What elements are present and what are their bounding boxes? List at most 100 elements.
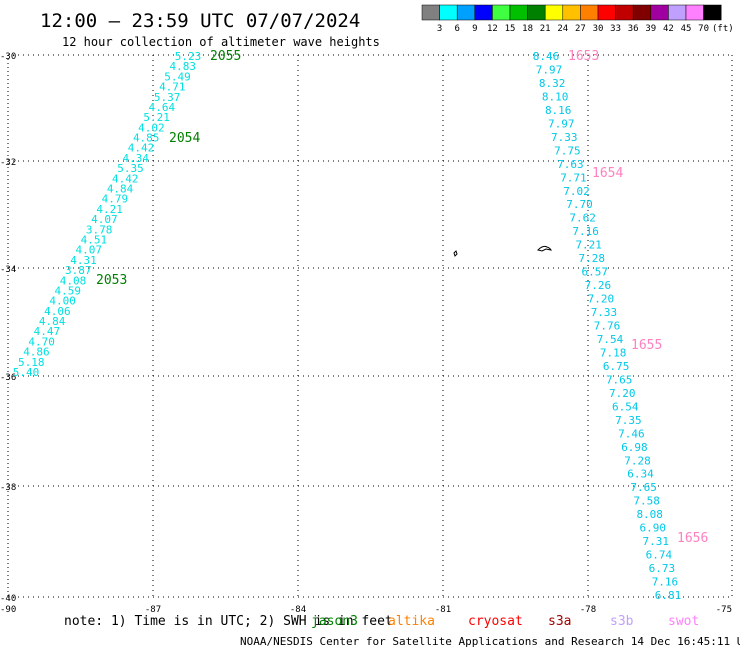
wave-height-value: 5.37 (154, 91, 181, 104)
wave-height-value: 7.33 (591, 306, 618, 319)
note-text: note: 1) Time is in UTC; 2) SWH is in fe… (64, 614, 393, 629)
legend-label: 36 (628, 24, 639, 34)
legend-label: 18 (522, 24, 533, 34)
coastline-islands (453, 245, 552, 257)
color-legend: 3 6 9 12 15 18 21 24 27 30 33 36 39 42 45 70 (ft) (421, 4, 734, 34)
wave-height-value: 7.16 (652, 576, 679, 589)
wave-height-value: 4.07 (75, 244, 102, 257)
wave-height-value: 6.54 (612, 400, 639, 413)
wave-height-value: 5.18 (18, 356, 45, 369)
wave-height-value: 3.78 (86, 223, 113, 236)
legend-swatch (456, 4, 476, 21)
wave-height-value: 4.02 (138, 121, 165, 134)
wave-height-value: 8.32 (539, 77, 566, 90)
wave-height-value: 4.64 (149, 101, 176, 114)
legend-label: 15 (505, 24, 516, 34)
legend-label: 24 (557, 24, 568, 34)
time-label: 1653 (568, 49, 599, 64)
wave-height-value: 4.34 (122, 152, 149, 165)
wave-height-value: 7.65 (606, 373, 633, 386)
legend-label: 42 (663, 24, 674, 34)
legend-swatch (474, 4, 493, 21)
wave-height-value: 4.31 (70, 254, 97, 267)
y-tick-label: -32 (0, 158, 16, 168)
wave-height-value: 4.84 (39, 315, 66, 328)
legend-label: 12 (487, 24, 498, 34)
x-tick-label: -78 (580, 605, 596, 615)
legend-label: 27 (575, 24, 586, 34)
wave-height-value: 7.21 (575, 239, 602, 252)
wave-height-value: 4.85 (133, 132, 160, 145)
wave-height-value: 4.59 (55, 284, 82, 297)
wave-height-value: 6.75 (603, 360, 630, 373)
time-label: 2054 (169, 131, 200, 146)
wave-height-value: 4.71 (159, 81, 186, 94)
x-tick-label: -84 (290, 605, 306, 615)
wave-height-value: 6.90 (640, 522, 667, 535)
legend-label: 6 (454, 24, 459, 34)
wave-height-value: 4.83 (170, 60, 197, 73)
legend-swatch (703, 4, 722, 21)
satellite-name: altika (388, 614, 435, 629)
wave-height-value: 5.40 (13, 366, 40, 379)
wave-height-value: 6.73 (649, 562, 676, 575)
legend-label: 33 (610, 24, 621, 34)
wave-height-value: 7.46 (618, 427, 645, 440)
wave-height-value: 7.97 (536, 63, 563, 76)
wave-height-value: 7.97 (548, 117, 575, 130)
wave-height-value: 7.20 (609, 387, 636, 400)
wave-height-value: 7.20 (588, 293, 615, 306)
wave-height-value: 7.71 (560, 171, 587, 184)
wave-height-value: 7.65 (630, 481, 657, 494)
wave-height-value: 8.46 (533, 50, 560, 63)
wave-height-value: 7.16 (572, 225, 599, 238)
map-grid (7, 54, 733, 598)
legend-label: 30 (593, 24, 604, 34)
legend-swatch (597, 4, 616, 21)
time-label: 1654 (592, 166, 623, 181)
y-tick-label: -38 (0, 483, 16, 493)
satellite-name: cryosat (468, 614, 523, 629)
wave-height-value: 7.75 (554, 144, 581, 157)
y-tick-label: -36 (0, 373, 16, 383)
island-large (537, 245, 552, 252)
wave-height-value: 8.10 (542, 90, 569, 103)
wave-height-value: 7.35 (615, 414, 642, 427)
wave-height-value: 4.70 (28, 335, 55, 348)
wave-height-value: 5.35 (117, 162, 144, 175)
satellite-legend: jason3 altika cryosat s3a s3b swot (311, 614, 699, 629)
wave-height-value: 4.42 (112, 172, 139, 185)
legend-swatch (492, 4, 511, 21)
time-label: 2053 (96, 273, 127, 288)
x-tick-label: -87 (145, 605, 161, 615)
wave-height-value: 6.57 (582, 266, 609, 279)
track-west: 5.234.835.494.715.374.645.214.024.854.42… (13, 49, 242, 379)
wave-height-value: 7.18 (600, 346, 627, 359)
wave-height-value: 7.26 (585, 279, 612, 292)
y-tick-label: -34 (0, 265, 16, 275)
wave-height-value: 7.54 (597, 333, 624, 346)
legend-label: 9 (472, 24, 477, 34)
wave-height-value: 7.33 (551, 131, 578, 144)
wave-height-value: 4.07 (91, 213, 118, 226)
wave-height-value: 6.74 (646, 549, 673, 562)
x-tick-label: -90 (0, 605, 16, 615)
satellite-name: swot (668, 614, 699, 629)
wave-height-value: 4.08 (60, 274, 87, 287)
map-subtitle: 12 hour collection of altimeter wave hei… (62, 35, 380, 49)
legend-swatch (580, 4, 599, 21)
x-axis-ticks: -90 -87 -84 -81 -78 -75 (0, 605, 732, 615)
wave-height-value: 6.34 (627, 468, 654, 481)
legend-swatch (527, 4, 546, 21)
wave-height-value: 7.02 (563, 185, 590, 198)
y-axis-ticks: -30 -32 -34 -36 -38 -40 (0, 52, 16, 604)
map-title: 12:00 – 23:59 UTC 07/07/2024 (40, 10, 360, 32)
legend-label: 3 (437, 24, 442, 34)
legend-unit: (ft) (712, 24, 734, 34)
wave-height-value: 4.86 (23, 346, 50, 359)
footer-text: NOAA/NESDIS Center for Satellite Applica… (240, 635, 740, 648)
wave-height-value: 4.79 (102, 193, 129, 206)
wave-height-value: 5.23 (175, 50, 202, 63)
wave-height-value: 4.42 (128, 142, 155, 155)
